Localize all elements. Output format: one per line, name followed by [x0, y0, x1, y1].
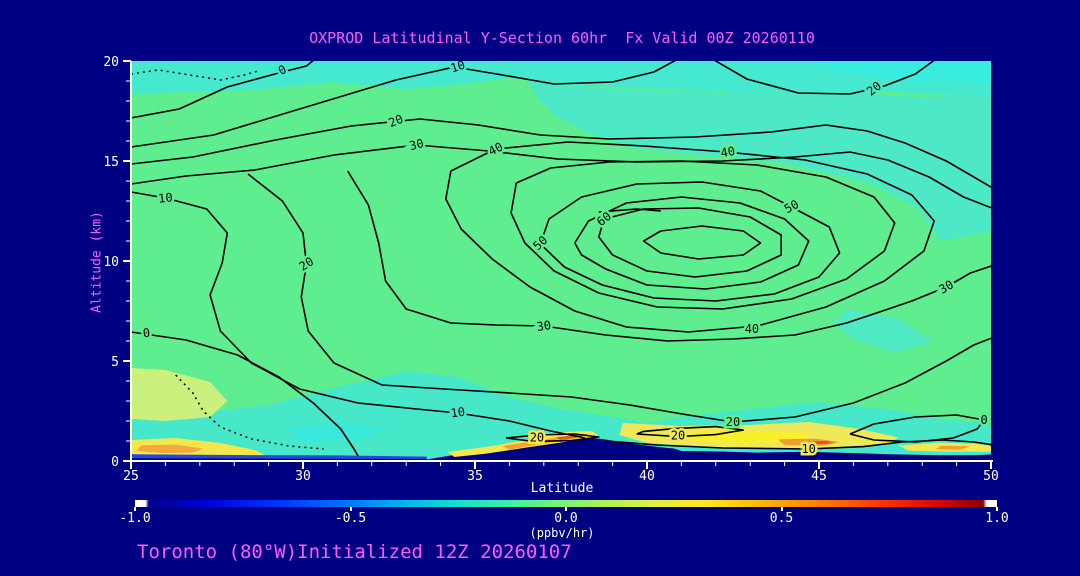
fill-region-slope-red	[555, 434, 589, 440]
contour-line-level-45	[510, 160, 896, 310]
fill-region-bottom-cyan-patch	[285, 422, 389, 441]
colorbar-tick-label: -0.5	[334, 511, 367, 526]
x-axis-title: Latitude	[530, 481, 594, 496]
contour-label: 40	[745, 322, 759, 336]
colorbar-tick-label: -1.0	[119, 511, 151, 526]
contour-line-level-60	[598, 208, 661, 213]
colorbar-tick	[780, 507, 783, 511]
colorbar-tick-label: 0.0	[554, 511, 578, 526]
contour-line-level-20	[636, 425, 745, 438]
y-tick-label: 10	[103, 255, 119, 270]
contour-label: 10	[801, 442, 815, 456]
contour-line-level-50	[539, 181, 841, 302]
contour-label: 20	[530, 430, 544, 444]
y-tick-label: 15	[103, 155, 119, 170]
axes: 25 30 35 40 45 50 0 5 10 15 20	[103, 55, 998, 484]
x-tick-label: 30	[295, 469, 311, 484]
x-tick-label: 50	[983, 469, 999, 484]
fill-region-far-right-orange	[936, 445, 971, 450]
y-tick-label: 0	[111, 455, 119, 470]
contour-line-level-60	[597, 207, 783, 278]
contour-line-level-0	[131, 331, 359, 457]
colorbar-tick	[565, 507, 567, 511]
contour-line-level--10	[175, 374, 324, 450]
x-tick-label: 25	[123, 469, 139, 484]
contour-line-level-10	[605, 439, 991, 450]
colorbar	[135, 500, 997, 507]
contour-line-level-0	[131, 61, 314, 119]
y-axis-title: Altitude (km)	[89, 211, 105, 313]
contour-line-level-55	[574, 196, 810, 290]
x-tick-label: 45	[811, 469, 827, 484]
footer-annotation: Toronto (80°W)Initialized 12Z 20260107	[137, 541, 572, 563]
fill-region-terrain	[420, 437, 991, 461]
fill-region-band-bright-yellow	[674, 431, 813, 443]
colorbar-tick	[349, 507, 352, 511]
fill-region-top-right-bright-cyan	[814, 61, 991, 83]
contour-label: 10	[450, 405, 466, 421]
contour-line-level-20	[505, 433, 600, 443]
contour-line-level-65	[642, 225, 762, 260]
x-tick-label: 40	[639, 469, 655, 484]
colorbar-ticks	[134, 507, 998, 511]
contour-label: 20	[726, 415, 740, 429]
contour-label: 30	[536, 318, 552, 334]
x-tick-label: 35	[467, 469, 483, 484]
fill-region-right-mid-turquoise	[526, 81, 991, 241]
y-tick-label: 5	[111, 355, 119, 370]
contour-line-level-10	[131, 61, 676, 148]
contour-label: 30	[408, 136, 425, 153]
contour-label: 10	[157, 190, 173, 205]
fill-region-bottom-navy-stripe	[131, 458, 427, 461]
contour-label: 0	[981, 413, 988, 427]
colorbar-tick	[134, 507, 136, 511]
fill-region-surface-orange-left	[136, 444, 204, 453]
colorbar-tick-label: 1.0	[985, 511, 1009, 526]
contour-line-level-20	[131, 118, 991, 188]
contour-line-level-30	[347, 170, 991, 342]
plot-title: OXPROD Latitudinal Y-Section 60hr Fx Val…	[309, 29, 815, 47]
fill-region-bottom-blue-stripe	[131, 454, 427, 459]
contour-label: 40	[720, 144, 737, 160]
contour-line-level-20	[714, 61, 935, 95]
colorbar-labels: -1.0 -0.5 0.0 0.5 1.0	[119, 511, 1008, 526]
contour-line-level-20	[247, 173, 991, 423]
contour-label: 20	[671, 428, 685, 442]
fill-region-top-cyan-band	[131, 61, 991, 97]
fill-region-yellow-green-blob	[131, 368, 228, 421]
contour-line-level-0	[849, 414, 985, 443]
fill-region-band-red	[803, 441, 835, 445]
colorbar-tick-label: 0.5	[769, 511, 794, 526]
contour-line-level-40	[444, 141, 936, 333]
colorbar-tick	[996, 507, 998, 511]
y-tick-label: 20	[103, 55, 119, 70]
colorbar-unit-label: (ppbv/hr)	[529, 526, 595, 540]
